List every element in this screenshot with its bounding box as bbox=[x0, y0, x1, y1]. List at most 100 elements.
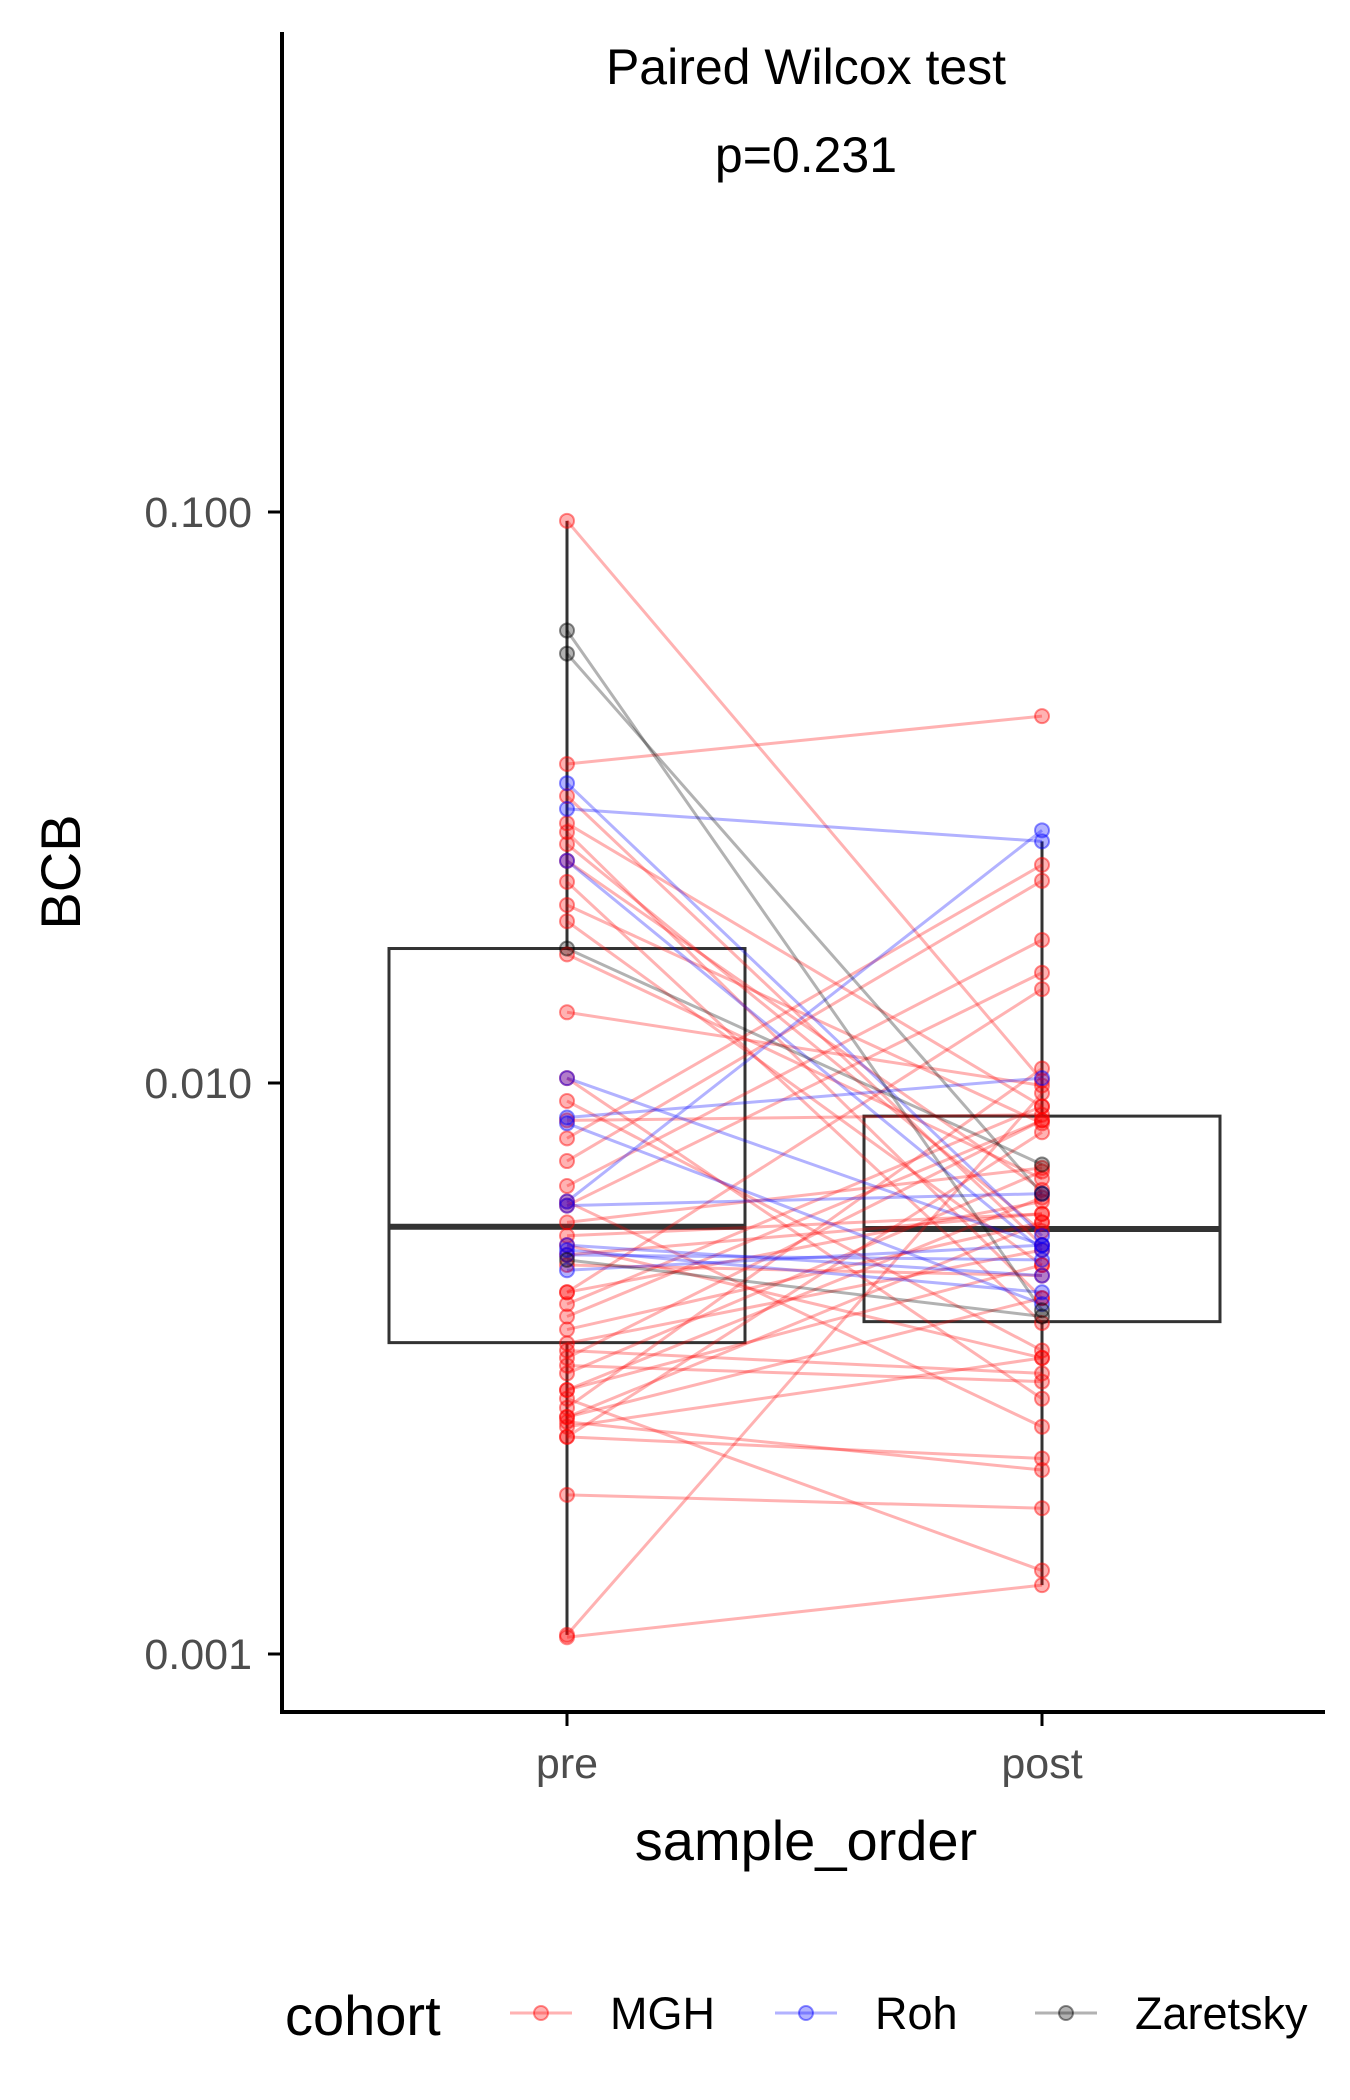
point-mgh-pre-30 bbox=[559, 1365, 575, 1382]
point-zaretsky-pre-3 bbox=[559, 1251, 575, 1268]
x-ticks: pre post bbox=[536, 1712, 1083, 1788]
point-mgh-post-19 bbox=[1034, 1159, 1050, 1176]
point-roh-pre-9 bbox=[559, 1246, 575, 1263]
point-mgh-pre-14 bbox=[559, 1112, 575, 1129]
point-mgh-pre-28 bbox=[559, 1342, 575, 1359]
point-mgh-post-24 bbox=[1034, 1098, 1050, 1115]
point-mgh-pre-12 bbox=[559, 1070, 575, 1087]
pair-line-mgh-21 bbox=[566, 1212, 1043, 1257]
point-mgh-pre-45 bbox=[559, 1381, 575, 1398]
pair-line-roh-2 bbox=[566, 859, 1043, 1252]
point-mgh-pre-19 bbox=[559, 1214, 575, 1231]
x-tick-label-post: post bbox=[1001, 1740, 1082, 1788]
pair-line-roh-0 bbox=[565, 782, 1044, 1237]
pair-line-roh-7 bbox=[566, 1243, 1043, 1278]
point-roh-pre-5 bbox=[559, 1193, 575, 1210]
point-mgh-post-13 bbox=[1034, 1342, 1050, 1359]
point-roh-post-1 bbox=[1034, 833, 1050, 850]
pair-line-mgh-26 bbox=[566, 1220, 1043, 1332]
point-roh-post-3 bbox=[1034, 1237, 1050, 1254]
annotation-test-name: Paired Wilcox test bbox=[606, 39, 1006, 95]
point-roh-pre-6 bbox=[559, 1197, 575, 1214]
point-mgh-pre-24 bbox=[559, 1296, 575, 1313]
pair-line-mgh-46 bbox=[566, 1221, 1043, 1419]
point-mgh-post-36 bbox=[1034, 1450, 1050, 1467]
point-mgh-pre-40 bbox=[559, 1629, 575, 1646]
point-mgh-post-1 bbox=[1034, 708, 1050, 725]
pair-line-mgh-29 bbox=[566, 1364, 1043, 1384]
point-mgh-pre-21 bbox=[559, 1246, 575, 1263]
pair-line-roh-4 bbox=[566, 1076, 1043, 1120]
pair-line-zaretsky-0 bbox=[565, 629, 1044, 1312]
point-roh-pre-4 bbox=[559, 1109, 575, 1126]
point-roh-post-2 bbox=[1034, 1241, 1050, 1258]
point-mgh-post-27 bbox=[1034, 1241, 1050, 1258]
pair-line-roh-11 bbox=[566, 1121, 1043, 1306]
pair-line-roh-6 bbox=[566, 1192, 1043, 1208]
point-mgh-pre-23 bbox=[559, 1284, 575, 1301]
pair-line-mgh-4 bbox=[565, 831, 1044, 1300]
pair-line-zaretsky-3 bbox=[566, 1258, 1043, 1318]
point-roh-pre-1 bbox=[559, 800, 575, 817]
point-mgh-post-35 bbox=[1034, 1462, 1050, 1479]
point-mgh-post-2 bbox=[1034, 1237, 1050, 1254]
point-mgh-post-28 bbox=[1034, 1365, 1050, 1382]
pair-line-mgh-47 bbox=[566, 1119, 1043, 1360]
point-mgh-post-29 bbox=[1034, 1373, 1050, 1390]
point-mgh-pre-0 bbox=[559, 512, 575, 529]
point-mgh-pre-20 bbox=[559, 1227, 575, 1244]
pair-lines-layer bbox=[565, 519, 1044, 1639]
point-mgh-pre-3 bbox=[559, 815, 575, 832]
point-mgh-post-9 bbox=[1034, 1257, 1050, 1274]
point-roh-post-8 bbox=[1034, 1284, 1050, 1301]
pair-line-mgh-13 bbox=[566, 1099, 1043, 1352]
point-mgh-pre-33 bbox=[559, 1409, 575, 1426]
pair-line-mgh-10 bbox=[566, 952, 1043, 1180]
point-mgh-pre-22 bbox=[559, 1257, 575, 1274]
point-mgh-post-40 bbox=[1034, 1577, 1050, 1594]
legend: cohort MGH Roh Zaretsky bbox=[285, 1984, 1308, 2047]
pair-line-mgh-24 bbox=[566, 1105, 1043, 1306]
point-mgh-pre-5 bbox=[559, 836, 575, 853]
point-mgh-pre-31 bbox=[559, 1381, 575, 1398]
point-roh-post-7 bbox=[1034, 1267, 1050, 1284]
pair-line-mgh-2 bbox=[565, 795, 1044, 1247]
point-mgh-post-43 bbox=[1034, 1349, 1050, 1366]
pair-line-mgh-17 bbox=[566, 938, 1043, 1188]
pair-line-mgh-5 bbox=[566, 842, 1043, 1233]
point-mgh-pre-47 bbox=[559, 1349, 575, 1366]
point-zaretsky-post-2 bbox=[1034, 1156, 1050, 1173]
point-mgh-pre-1 bbox=[559, 755, 575, 772]
point-mgh-post-34 bbox=[1034, 1349, 1050, 1366]
y-tick-label-2: 0.100 bbox=[144, 489, 252, 537]
pair-line-mgh-40 bbox=[566, 1583, 1043, 1639]
point-mgh-pre-17 bbox=[559, 1178, 575, 1195]
pair-line-zaretsky-2 bbox=[566, 947, 1043, 1166]
point-mgh-pre-44 bbox=[559, 1193, 575, 1210]
point-roh-pre-2 bbox=[559, 852, 575, 869]
point-mgh-post-32 bbox=[1034, 1060, 1050, 1077]
pair-line-mgh-11 bbox=[566, 1010, 1043, 1087]
pair-line-mgh-7 bbox=[565, 880, 1044, 1325]
point-mgh-pre-29 bbox=[559, 1357, 575, 1374]
pair-line-mgh-32 bbox=[566, 1067, 1043, 1409]
point-mgh-post-25 bbox=[1034, 1112, 1050, 1129]
x-tick-label-pre: pre bbox=[536, 1740, 598, 1788]
point-mgh-pre-13 bbox=[559, 1092, 575, 1109]
y-ticks: 0.001 0.010 0.100 bbox=[144, 489, 282, 1679]
point-mgh-post-30 bbox=[1034, 1163, 1050, 1180]
point-mgh-pre-38 bbox=[559, 1486, 575, 1503]
point-roh-pre-0 bbox=[559, 775, 575, 792]
point-mgh-pre-8 bbox=[559, 896, 575, 913]
point-mgh-pre-41 bbox=[559, 1390, 575, 1407]
point-zaretsky-pre-1 bbox=[559, 645, 575, 662]
point-mgh-pre-34 bbox=[559, 1418, 575, 1435]
point-mgh-post-23 bbox=[1034, 981, 1050, 998]
point-zaretsky-post-3 bbox=[1034, 1308, 1050, 1325]
y-axis-title: BCB bbox=[29, 814, 92, 929]
point-mgh-pre-11 bbox=[559, 1004, 575, 1021]
point-mgh-post-22 bbox=[1034, 1267, 1050, 1284]
pair-line-mgh-3 bbox=[566, 821, 1043, 1108]
point-mgh-post-7 bbox=[1034, 1314, 1050, 1331]
legend-label-roh: Roh bbox=[875, 1988, 958, 2039]
